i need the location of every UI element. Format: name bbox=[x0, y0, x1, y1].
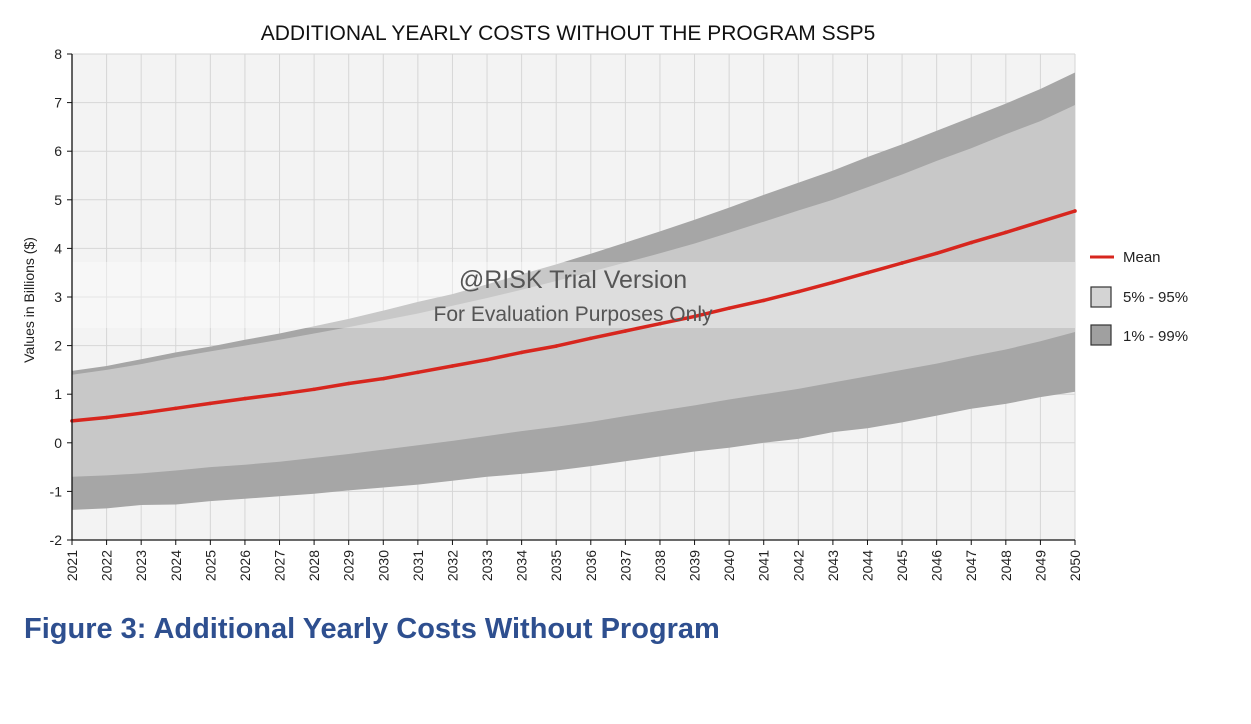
legend-band-5-95-swatch bbox=[1090, 286, 1112, 308]
y-tick-label: 6 bbox=[54, 143, 62, 159]
axes: -2 -1 0 1 2 3 4 5 6 7 8 2021 2022 2023 2024 2025 2026 202… bbox=[50, 46, 1083, 581]
x-tick-label: 2041 bbox=[756, 550, 772, 581]
figure-caption: Figure 3: Additional Yearly Costs Withou… bbox=[24, 613, 720, 645]
y-tick-label: 2 bbox=[54, 338, 62, 354]
legend: Mean 5% - 95% 1% - 99% bbox=[1090, 249, 1188, 346]
legend-band-1-99-swatch bbox=[1090, 324, 1112, 346]
mean-point-2028 bbox=[312, 387, 316, 392]
x-tick-label: 2044 bbox=[859, 550, 875, 581]
y-tick-label: 4 bbox=[54, 240, 62, 256]
mean-point-2046 bbox=[934, 251, 939, 256]
mean-point-2041 bbox=[761, 298, 766, 303]
mean-point-2047 bbox=[969, 240, 974, 245]
y-tick-label: 0 bbox=[54, 435, 62, 451]
mean-point-2042 bbox=[796, 289, 801, 294]
chart-title: ADDITIONAL YEARLY COSTS WITHOUT THE PROG… bbox=[261, 22, 876, 45]
mean-point-2040 bbox=[727, 306, 731, 310]
legend-band-5-95-label: 5% - 95% bbox=[1123, 289, 1188, 306]
mean-point-2025 bbox=[208, 401, 213, 406]
x-tick-label: 2046 bbox=[929, 550, 945, 581]
mean-line bbox=[71, 209, 1076, 423]
x-tick-label: 2023 bbox=[133, 550, 149, 581]
y-tick-label: 5 bbox=[54, 192, 62, 208]
watermark-strip bbox=[72, 262, 1075, 328]
x-tick-label: 2040 bbox=[721, 550, 737, 581]
mean-point-2035 bbox=[554, 344, 559, 348]
mean-point-2039 bbox=[692, 314, 697, 319]
x-tick-label: 2036 bbox=[583, 550, 599, 581]
legend-band-1-99-label: 1% - 99% bbox=[1123, 328, 1188, 345]
y-tick-label: 1 bbox=[54, 386, 62, 402]
x-tick-label: 2039 bbox=[687, 550, 703, 581]
mean-point-2030 bbox=[381, 376, 386, 381]
x-tick-label: 2033 bbox=[479, 550, 495, 581]
x-tick-label: 2029 bbox=[341, 550, 357, 581]
mean-point-2048 bbox=[1004, 230, 1008, 235]
x-tick-label: 2026 bbox=[237, 550, 253, 581]
mean-point-2038 bbox=[658, 321, 662, 326]
y-axis-label: Values in Billions ($) bbox=[21, 237, 37, 363]
legend-mean-label: Mean bbox=[1123, 249, 1161, 266]
x-tick-label: 2048 bbox=[998, 550, 1014, 581]
x-tick-label: 2021 bbox=[64, 550, 80, 581]
mean-point-2032 bbox=[450, 364, 455, 368]
band-5-95 bbox=[72, 105, 1075, 477]
mean-point-2022 bbox=[104, 415, 109, 420]
x-tick-label: 2030 bbox=[375, 550, 391, 581]
watermark-title: @RISK Trial Version bbox=[459, 266, 687, 294]
mean-point-2043 bbox=[831, 280, 835, 285]
mean-point-2029 bbox=[346, 381, 351, 386]
mean-point-2024 bbox=[173, 406, 178, 411]
bands bbox=[72, 72, 1075, 510]
x-tick-label: 2025 bbox=[202, 550, 218, 581]
watermark-subtitle: For Evaluation Purposes Only bbox=[434, 303, 713, 326]
mean-point-2031 bbox=[416, 370, 420, 375]
x-tick-label: 2022 bbox=[99, 550, 115, 581]
x-tick-label: 2031 bbox=[410, 550, 426, 581]
y-tick-label: -1 bbox=[50, 483, 63, 499]
mean-point-2044 bbox=[865, 270, 870, 275]
x-tick-label: 2037 bbox=[617, 550, 633, 581]
x-tick-label: 2024 bbox=[168, 550, 184, 581]
mean-point-2026 bbox=[243, 396, 247, 401]
x-tick-label: 2035 bbox=[548, 550, 564, 581]
x-tick-label: 2028 bbox=[306, 550, 322, 581]
mean-point-2045 bbox=[900, 261, 904, 265]
y-tick-label: 8 bbox=[54, 46, 62, 62]
mean-point-2033 bbox=[485, 357, 489, 362]
mean-point-2036 bbox=[588, 336, 593, 341]
x-tick-label: 2043 bbox=[825, 550, 841, 581]
x-tick-label: 2034 bbox=[514, 550, 530, 581]
mean-point-2023 bbox=[139, 411, 143, 415]
y-tick-label: 7 bbox=[54, 95, 62, 111]
y-tick-label: -2 bbox=[50, 532, 63, 548]
mean-point-2049 bbox=[1038, 219, 1043, 224]
x-tick-label: 2050 bbox=[1067, 550, 1083, 581]
x-tick-label: 2047 bbox=[963, 550, 979, 581]
mean-point-2037 bbox=[623, 329, 628, 333]
x-tick-label: 2042 bbox=[790, 550, 806, 581]
mean-point-2034 bbox=[519, 350, 524, 355]
x-tick-label: 2045 bbox=[894, 550, 910, 581]
x-tick-label: 2049 bbox=[1032, 550, 1048, 581]
mean-point-2050 bbox=[1073, 209, 1077, 213]
x-tick-label: 2032 bbox=[444, 550, 460, 581]
y-tick-label: 3 bbox=[54, 289, 62, 305]
chart: ADDITIONAL YEARLY COSTS WITHOUT THE PROG… bbox=[21, 22, 1188, 581]
x-tick-label: 2027 bbox=[272, 550, 288, 581]
mean-point-2027 bbox=[277, 392, 282, 397]
x-tick-label: 2038 bbox=[652, 550, 668, 581]
